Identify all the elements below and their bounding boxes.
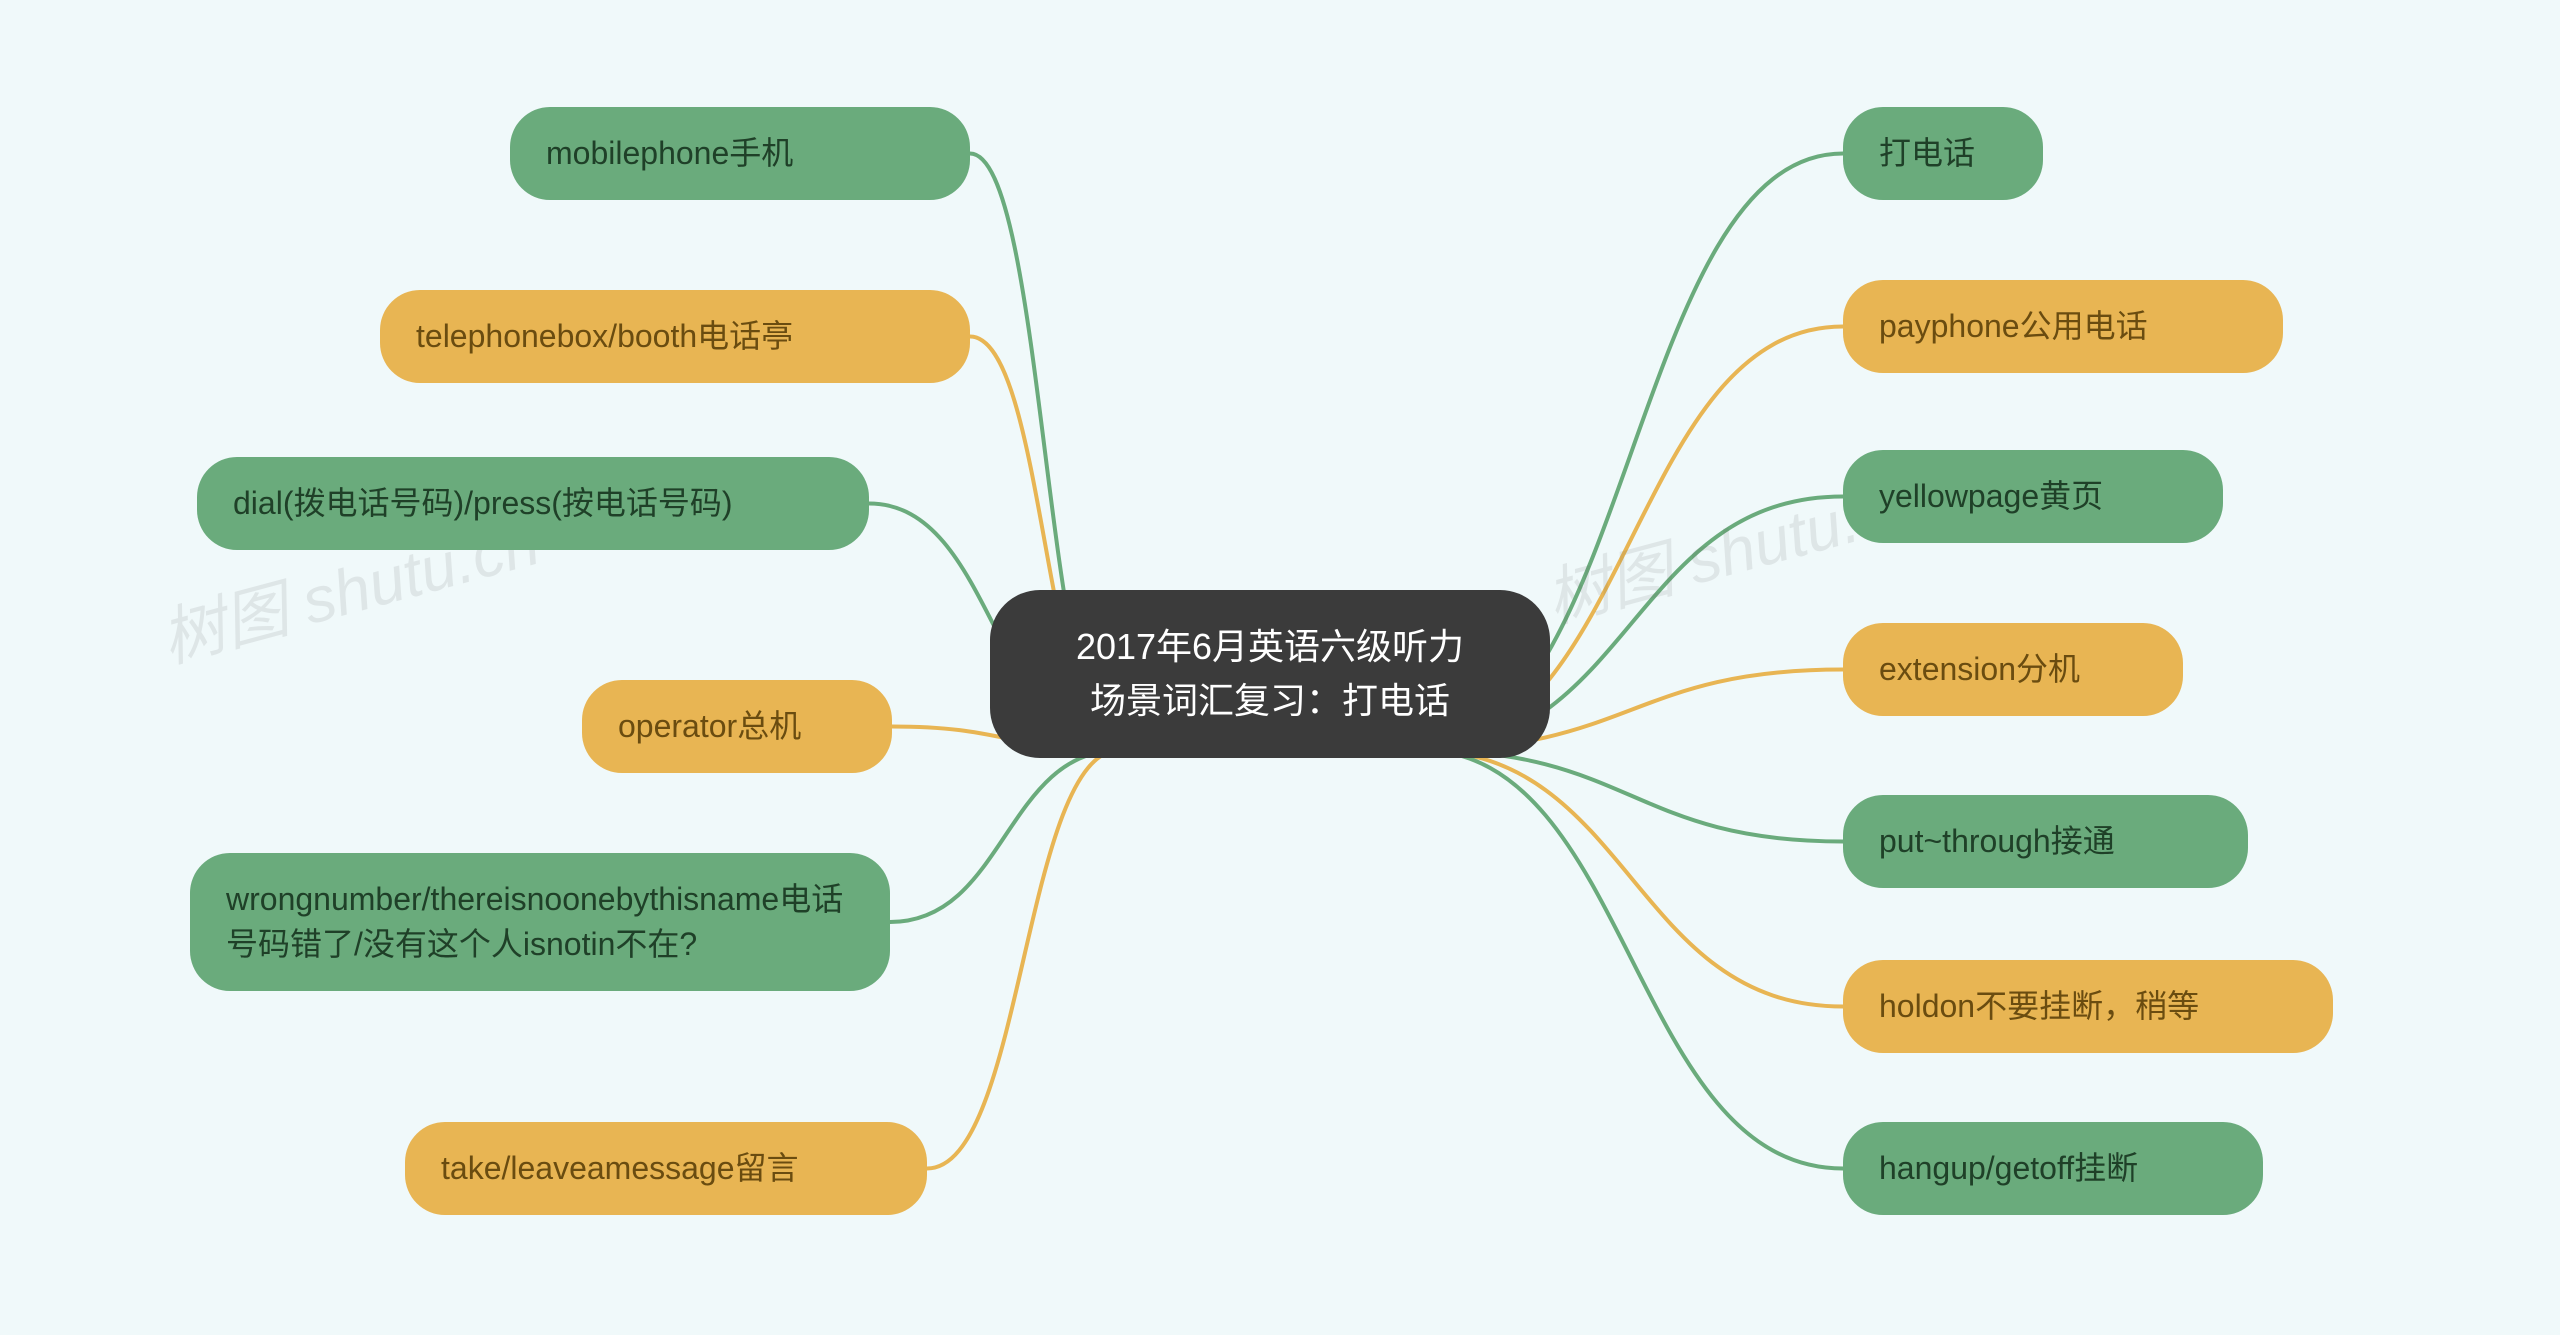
mindmap-canvas: 2017年6月英语六级听力 场景词汇复习：打电话 mobilephone手机 te… xyxy=(0,0,2560,1335)
branch-node-r5: put~through接通 xyxy=(1843,795,2248,888)
branch-node-r2: payphone公用电话 xyxy=(1843,280,2283,373)
branch-node-l3: dial(拨电话号码)/press(按电话号码) xyxy=(197,457,869,550)
branch-node-r7: hangup/getoff挂断 xyxy=(1843,1122,2263,1215)
branch-node-l4: operator总机 xyxy=(582,680,892,773)
branch-node-r4: extension分机 xyxy=(1843,623,2183,716)
branch-node-r6: holdon不要挂断，稍等 xyxy=(1843,960,2333,1053)
center-line-2: 场景词汇复习：打电话 xyxy=(1090,680,1450,721)
center-node: 2017年6月英语六级听力 场景词汇复习：打电话 xyxy=(990,590,1550,758)
branch-node-l6: take/leaveamessage留言 xyxy=(405,1122,927,1215)
branch-node-r1: 打电话 xyxy=(1843,107,2043,200)
branch-node-l1: mobilephone手机 xyxy=(510,107,970,200)
branch-node-l2: telephonebox/booth电话亭 xyxy=(380,290,970,383)
branch-node-l5: wrongnumber/thereisnoonebythisname电话号码错了… xyxy=(190,853,890,991)
branch-node-r3: yellowpage黄页 xyxy=(1843,450,2223,543)
center-line-1: 2017年6月英语六级听力 xyxy=(1076,626,1464,667)
